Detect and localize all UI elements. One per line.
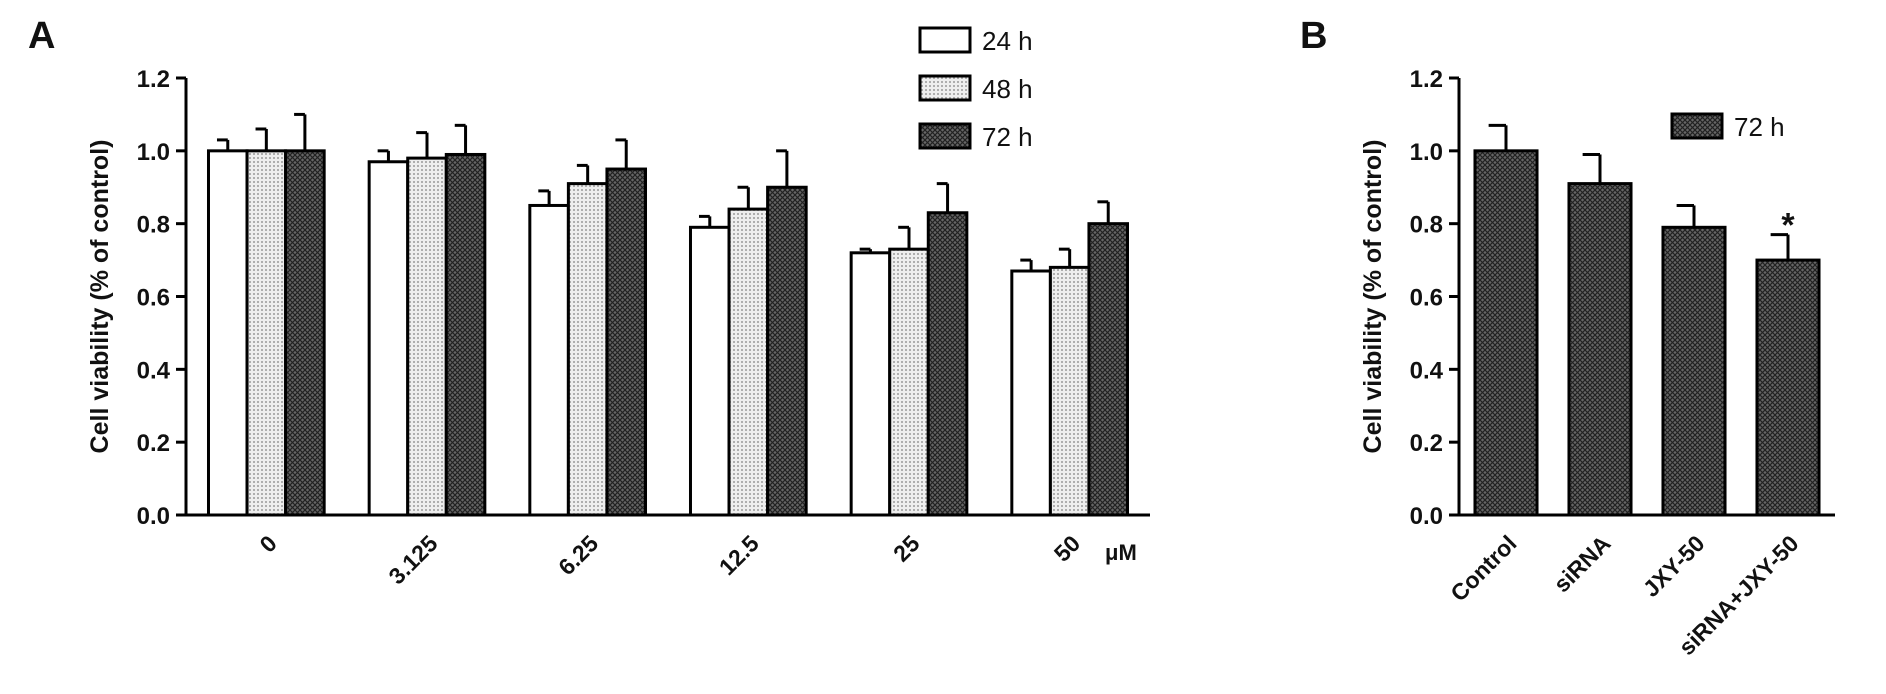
bar bbox=[888, 247, 930, 517]
y-tick-label: 0.6 bbox=[137, 285, 170, 312]
bar bbox=[926, 211, 969, 517]
x-unit: μM bbox=[1105, 540, 1137, 565]
bar bbox=[206, 149, 249, 517]
legend-label: 24 h bbox=[982, 26, 1033, 56]
bar bbox=[284, 149, 326, 517]
legend-swatch bbox=[918, 122, 972, 150]
x-tick-label: 50 bbox=[1049, 530, 1085, 566]
bar bbox=[245, 149, 288, 517]
y-tick-label: 0.4 bbox=[1410, 357, 1444, 384]
bar bbox=[605, 167, 648, 517]
bar bbox=[444, 152, 487, 517]
y-tick-label: 0.0 bbox=[137, 503, 170, 530]
y-tick-label: 0.2 bbox=[137, 430, 170, 457]
y-axis-label: Cell viability (% of control) bbox=[1359, 140, 1387, 454]
bar bbox=[566, 182, 609, 517]
legend-label: 72 h bbox=[982, 122, 1033, 152]
legend-label: 48 h bbox=[982, 74, 1033, 104]
legend-swatch bbox=[918, 74, 972, 102]
bar bbox=[367, 160, 410, 517]
bar bbox=[727, 207, 770, 517]
y-tick-label: 0.2 bbox=[1410, 430, 1443, 457]
bar bbox=[1567, 182, 1633, 517]
y-tick-label: 1.2 bbox=[1410, 66, 1443, 93]
bar bbox=[406, 156, 448, 517]
x-tick-label: 3.125 bbox=[383, 530, 442, 589]
x-tick-label: 25 bbox=[888, 530, 925, 567]
bar bbox=[849, 251, 892, 517]
x-tick-label: 6.25 bbox=[553, 530, 603, 580]
y-tick-label: 1.2 bbox=[137, 66, 170, 93]
y-tick-label: 1.0 bbox=[137, 139, 170, 166]
y-tick-label: 0.8 bbox=[137, 212, 170, 239]
x-tick-label: 0 bbox=[254, 530, 281, 557]
panel-label: A bbox=[28, 15, 55, 57]
x-tick-label: siRNA bbox=[1548, 530, 1615, 597]
bar bbox=[1661, 225, 1727, 517]
y-tick-label: 0.4 bbox=[137, 357, 171, 384]
bar bbox=[1473, 149, 1539, 517]
annotation: * bbox=[1781, 207, 1795, 245]
legend-swatch bbox=[1670, 112, 1724, 140]
panel-label: B bbox=[1300, 15, 1327, 57]
bar bbox=[688, 225, 731, 517]
legend-swatch bbox=[918, 26, 972, 54]
bar bbox=[1087, 222, 1130, 517]
x-tick-label: 12.5 bbox=[714, 530, 764, 580]
y-tick-label: 0.0 bbox=[1410, 503, 1443, 530]
y-axis-label: Cell viability (% of control) bbox=[86, 140, 114, 454]
bar bbox=[528, 203, 570, 517]
x-tick-label: JXY-50 bbox=[1638, 530, 1710, 602]
x-tick-label: Control bbox=[1445, 530, 1521, 606]
bar bbox=[1755, 258, 1821, 517]
y-tick-label: 0.8 bbox=[1410, 212, 1443, 239]
legend-label: 72 h bbox=[1734, 112, 1785, 142]
bar bbox=[1048, 265, 1091, 517]
y-tick-label: 0.6 bbox=[1410, 285, 1443, 312]
y-tick-label: 1.0 bbox=[1410, 139, 1443, 166]
bar bbox=[766, 185, 808, 517]
bar bbox=[1010, 269, 1052, 517]
